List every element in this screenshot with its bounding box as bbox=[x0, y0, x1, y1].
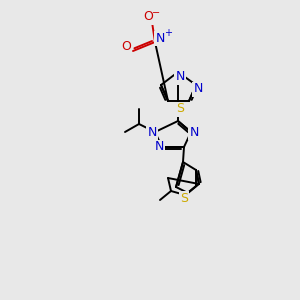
Text: N: N bbox=[154, 140, 164, 154]
Text: O: O bbox=[121, 40, 131, 53]
Text: S: S bbox=[180, 191, 188, 205]
Text: N: N bbox=[155, 32, 165, 44]
Text: N: N bbox=[147, 125, 157, 139]
Text: N: N bbox=[189, 125, 199, 139]
Text: S: S bbox=[176, 103, 184, 116]
Text: N: N bbox=[175, 70, 185, 83]
Text: +: + bbox=[164, 28, 172, 38]
Text: N: N bbox=[193, 82, 203, 95]
Text: −: − bbox=[152, 8, 160, 18]
Text: O: O bbox=[143, 11, 153, 23]
